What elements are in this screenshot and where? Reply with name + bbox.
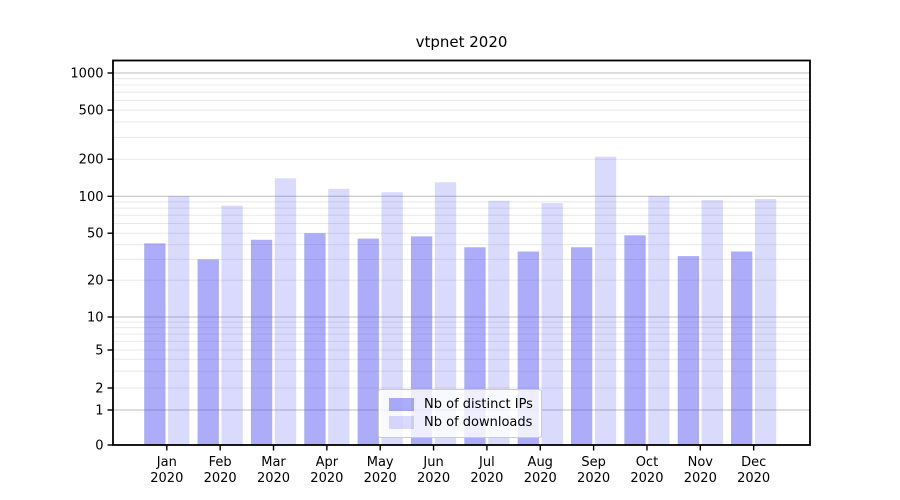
bar-dl-feb bbox=[221, 205, 243, 445]
legend-label-downloads: Nb of downloads bbox=[424, 415, 533, 431]
bar-ips-dec bbox=[731, 251, 753, 445]
bar-dl-oct bbox=[648, 196, 670, 445]
grid-minor bbox=[113, 78, 810, 372]
bar-ips-sep bbox=[571, 247, 593, 445]
legend-swatch-downloads-icon bbox=[389, 416, 414, 430]
legend-item-downloads: Nb of downloads bbox=[389, 415, 533, 431]
plot-border bbox=[112, 59, 811, 446]
x-tick-label-year: 2020 bbox=[417, 471, 450, 486]
y-tick-label: 5 bbox=[95, 344, 103, 359]
bar-dl-aug bbox=[541, 203, 563, 445]
x-tick-label-year: 2020 bbox=[524, 471, 557, 486]
y-tick-label: 200 bbox=[79, 153, 104, 168]
y-axis: 0 1 2 5 10 20 50 100 200 500 1000 bbox=[70, 67, 113, 454]
x-tick-label-month: Nov bbox=[688, 455, 714, 470]
x-tick-label-year: 2020 bbox=[577, 471, 610, 486]
x-tick-label-month: Mar bbox=[261, 455, 286, 470]
x-tick-label-year: 2020 bbox=[150, 471, 183, 486]
bar-dl-nov bbox=[701, 200, 723, 445]
x-tick-label-month: Feb bbox=[209, 455, 232, 470]
y-tick-label: 20 bbox=[87, 274, 104, 289]
x-tick-label-month: Jun bbox=[422, 455, 443, 470]
legend-label-distinct-ips: Nb of distinct IPs bbox=[424, 396, 533, 412]
bars-downloads bbox=[168, 156, 777, 446]
bar-dl-sep bbox=[594, 156, 617, 445]
chart-title: vtpnet 2020 bbox=[415, 33, 508, 51]
legend-swatch-distinct-ips-icon bbox=[389, 397, 414, 411]
bar-dl-jul bbox=[488, 200, 510, 445]
x-tick-label-year: 2020 bbox=[737, 471, 770, 486]
bar-ips-jan bbox=[144, 243, 166, 445]
x-tick-label-month: Dec bbox=[741, 455, 766, 470]
bar-ips-apr bbox=[304, 233, 326, 445]
x-tick-label-month: Jul bbox=[478, 455, 495, 470]
x-tick-label-month: Apr bbox=[316, 455, 339, 470]
x-tick-label-year: 2020 bbox=[470, 471, 503, 486]
y-tick-label: 1 bbox=[95, 404, 103, 419]
bar-dl-jan bbox=[168, 196, 190, 445]
bar-dl-dec bbox=[754, 199, 777, 445]
x-tick-label-month: Aug bbox=[528, 455, 553, 470]
x-tick-label-year: 2020 bbox=[257, 471, 290, 486]
x-tick-label-month: Sep bbox=[581, 455, 606, 470]
x-tick-label-month: Oct bbox=[636, 455, 658, 470]
y-tick-label: 50 bbox=[87, 227, 104, 242]
y-tick-label: 100 bbox=[79, 190, 104, 205]
bar-ips-mar bbox=[250, 239, 273, 445]
bar-dl-apr bbox=[328, 188, 350, 445]
bar-ips-oct bbox=[624, 235, 646, 445]
legend: Nb of distinct IPs Nb of downloads bbox=[378, 389, 542, 438]
y-tick-label: 500 bbox=[79, 104, 104, 119]
x-tick-label-month: May bbox=[367, 455, 394, 470]
x-tick-label-year: 2020 bbox=[684, 471, 717, 486]
x-tick-label-year: 2020 bbox=[364, 471, 397, 486]
y-tick-label: 1000 bbox=[70, 67, 103, 82]
y-tick-label: 10 bbox=[87, 311, 104, 326]
x-tick-label-year: 2020 bbox=[204, 471, 237, 486]
bar-dl-jun bbox=[434, 182, 457, 446]
bar-dl-may bbox=[381, 192, 403, 445]
x-axis: Jan2020Feb2020Mar2020Apr2020May2020Jun20… bbox=[150, 445, 770, 486]
bar-dl-mar bbox=[274, 178, 297, 446]
grid-major bbox=[113, 72, 810, 411]
bar-ips-nov bbox=[677, 256, 699, 445]
x-tick-label-year: 2020 bbox=[310, 471, 343, 486]
y-tick-label: 2 bbox=[95, 382, 103, 397]
x-tick-label-month: Jan bbox=[156, 455, 177, 470]
bar-ips-feb bbox=[197, 259, 219, 445]
bar-ips-may bbox=[357, 238, 379, 445]
y-tick-label: 0 bbox=[95, 439, 103, 454]
legend-item-distinct-ips: Nb of distinct IPs bbox=[389, 396, 533, 412]
x-tick-label-year: 2020 bbox=[630, 471, 663, 486]
